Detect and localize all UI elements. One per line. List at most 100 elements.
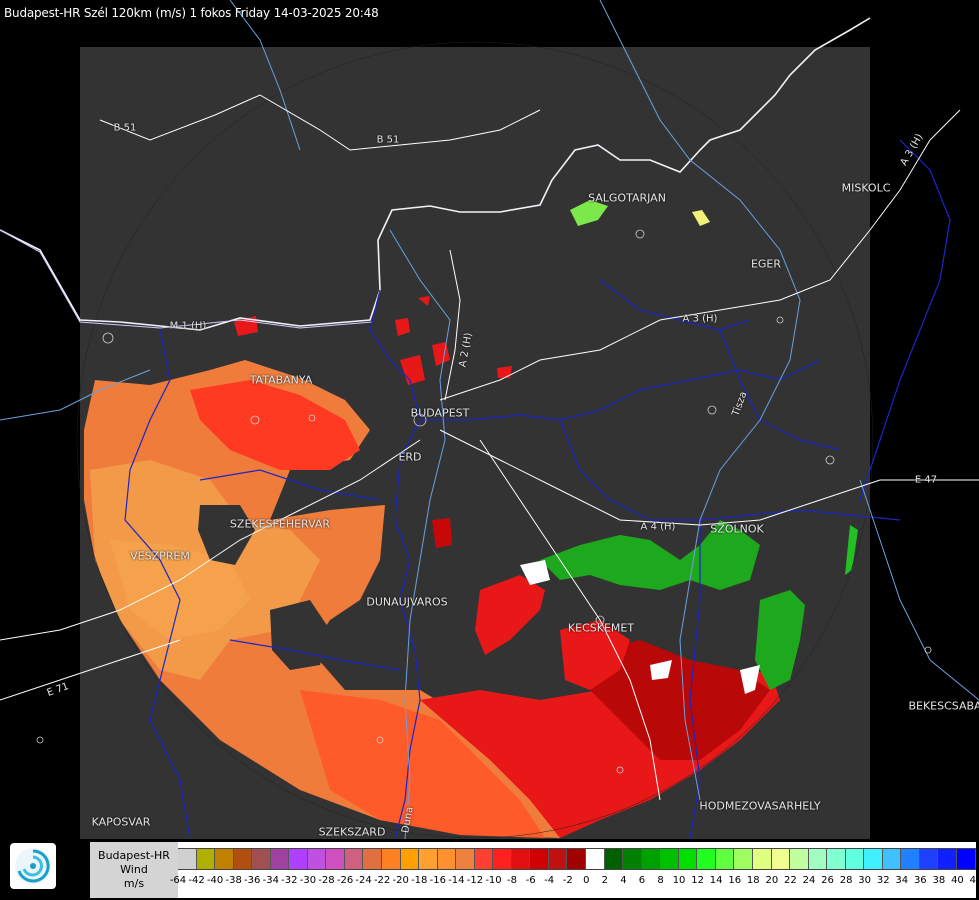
legend-tick-label: 14	[709, 875, 723, 886]
place-label-bekescsaba: BEKESCSABA	[908, 699, 979, 713]
legend-tick-label: 16	[728, 875, 742, 886]
legend-swatch	[326, 849, 345, 869]
legend-swatch	[845, 849, 865, 869]
legend-swatch	[400, 849, 420, 869]
legend-tick-label: -8	[507, 875, 518, 886]
legend-tick-label: 20	[765, 875, 779, 886]
place-label-miskolc: MISKOLC	[841, 181, 891, 195]
legend-ticks: -64 -42 -40 -38 -36 -34 -32 -30 -28 -26 -24 -22 -20-…	[170, 875, 979, 889]
legend-swatch	[382, 849, 401, 869]
legend-swatch	[771, 849, 791, 869]
legend-tick-label: -26	[336, 875, 354, 886]
legend-swatch	[752, 849, 772, 869]
legend-tick-label: 34	[895, 875, 909, 886]
legend-swatch	[493, 849, 512, 869]
legend-swatch	[660, 849, 679, 869]
legend-swatch	[938, 849, 957, 869]
legend-swatch	[956, 849, 976, 869]
legend-tick-label: 24	[802, 875, 816, 886]
road-label-a3-east: A 3 (H)	[682, 313, 718, 325]
legend-tick-label: -36	[244, 875, 261, 886]
place-label-szolnok: SZOLNOK	[710, 522, 764, 536]
legend-tick-label: 10	[672, 875, 686, 886]
roads	[0, 94, 979, 801]
legend-tick-label: -40	[206, 875, 224, 886]
legend-tick-label: -12	[466, 875, 484, 886]
legend-swatch	[604, 849, 624, 869]
place-label-budapest: BUDAPEST	[410, 406, 470, 420]
legend-swatch	[827, 849, 846, 869]
legend-swatch	[715, 849, 735, 869]
legend-tick-label: 38	[932, 875, 946, 886]
road-label-e47: E 47	[914, 474, 938, 486]
legend-swatch	[456, 849, 475, 869]
legend-swatch	[901, 849, 920, 869]
legend-swatch	[419, 849, 438, 869]
rivers	[0, 0, 979, 840]
legend-tick-label: 30	[858, 875, 872, 886]
place-label-hodmezovasarhely: HODMEZOVASARHELY	[699, 799, 821, 813]
legend-tick-label: -6	[525, 875, 536, 886]
legend-label-quantity: Wind	[120, 863, 148, 876]
legend-swatch	[530, 849, 549, 869]
legend-tick-label: 42	[969, 875, 979, 886]
legend-swatch	[344, 849, 364, 869]
legend-tick-label: 32	[876, 875, 890, 886]
legend-swatch	[233, 849, 253, 869]
legend-swatch	[252, 849, 271, 869]
legend-tick-label: -42	[188, 875, 205, 886]
place-label-dunaujvaros: DUNAUJVAROS	[366, 595, 448, 609]
legend-tick-label: 12	[691, 875, 704, 886]
radar-range-ring	[76, 41, 874, 839]
legend-swatch	[437, 849, 457, 869]
legend-tick-label: -18	[411, 875, 428, 886]
radar-title: Budapest-HR Szél 120km (m/s) 1 fokos Fri…	[4, 6, 379, 20]
legend-swatch	[363, 849, 383, 869]
legend-swatch	[511, 849, 531, 869]
road-label-m1: M 1 (H)	[169, 320, 207, 332]
swirl-logo-icon	[15, 848, 51, 884]
legend-swatch	[697, 849, 716, 869]
legend-tick-label: -38	[225, 875, 242, 886]
legend-tick-label: -2	[562, 875, 573, 886]
legend-swatch	[215, 849, 234, 869]
legend-tick-label: -20	[392, 875, 409, 886]
legend-swatch	[678, 849, 698, 869]
legend-tick-label: 4	[620, 875, 627, 886]
legend-tick-label: -24	[355, 875, 372, 886]
legend-tick-label: 8	[657, 875, 664, 886]
legend-swatch	[567, 849, 587, 869]
legend-tick-label: 6	[638, 875, 646, 886]
place-label-kecskemet: KECSKEMET	[567, 621, 635, 635]
met-service-logo	[10, 843, 56, 889]
legend-tick-label: -14	[448, 875, 465, 886]
country-borders-outer	[0, 229, 373, 329]
place-label-szekszard: SZEKSZARD	[318, 825, 386, 839]
legend-tick-label: -30	[299, 875, 317, 886]
legend-swatch	[864, 849, 883, 869]
place-label-tatabanya: TATABANYA	[249, 373, 313, 387]
legend-tick-label: 40	[951, 875, 964, 886]
legend-swatch	[919, 849, 939, 869]
legend-swatch	[734, 849, 753, 869]
legend-swatch	[548, 849, 568, 869]
legend-swatch	[307, 849, 327, 869]
legend-tick-label: -34	[262, 875, 279, 886]
settlement-outlines	[36, 229, 932, 774]
legend-label-unit: m/s	[123, 877, 145, 890]
legend-swatch	[474, 849, 494, 869]
road-label-b51-west: B 51	[113, 122, 137, 134]
legend-swatch	[270, 849, 290, 869]
legend-tick-label: 18	[746, 875, 760, 886]
legend-swatch	[196, 849, 216, 869]
legend-tick-label: 28	[839, 875, 853, 886]
legend-color-bar	[178, 848, 976, 870]
place-label-veszprem: VESZPREM	[130, 549, 190, 563]
place-label-szekesfehervar: SZEKESFEHERVAR	[229, 517, 331, 531]
legend-tick-label: -64	[169, 875, 187, 886]
legend-tick-label: -10	[485, 875, 502, 886]
wind-legend: Budapest-HR Wind m/s -64 -42 -40 -38 -36 -34-…	[90, 842, 979, 898]
legend-tick-label: -28	[318, 875, 335, 886]
place-label-salgotarjan: SALGOTARJAN	[588, 191, 666, 205]
legend-swatch	[178, 849, 197, 869]
